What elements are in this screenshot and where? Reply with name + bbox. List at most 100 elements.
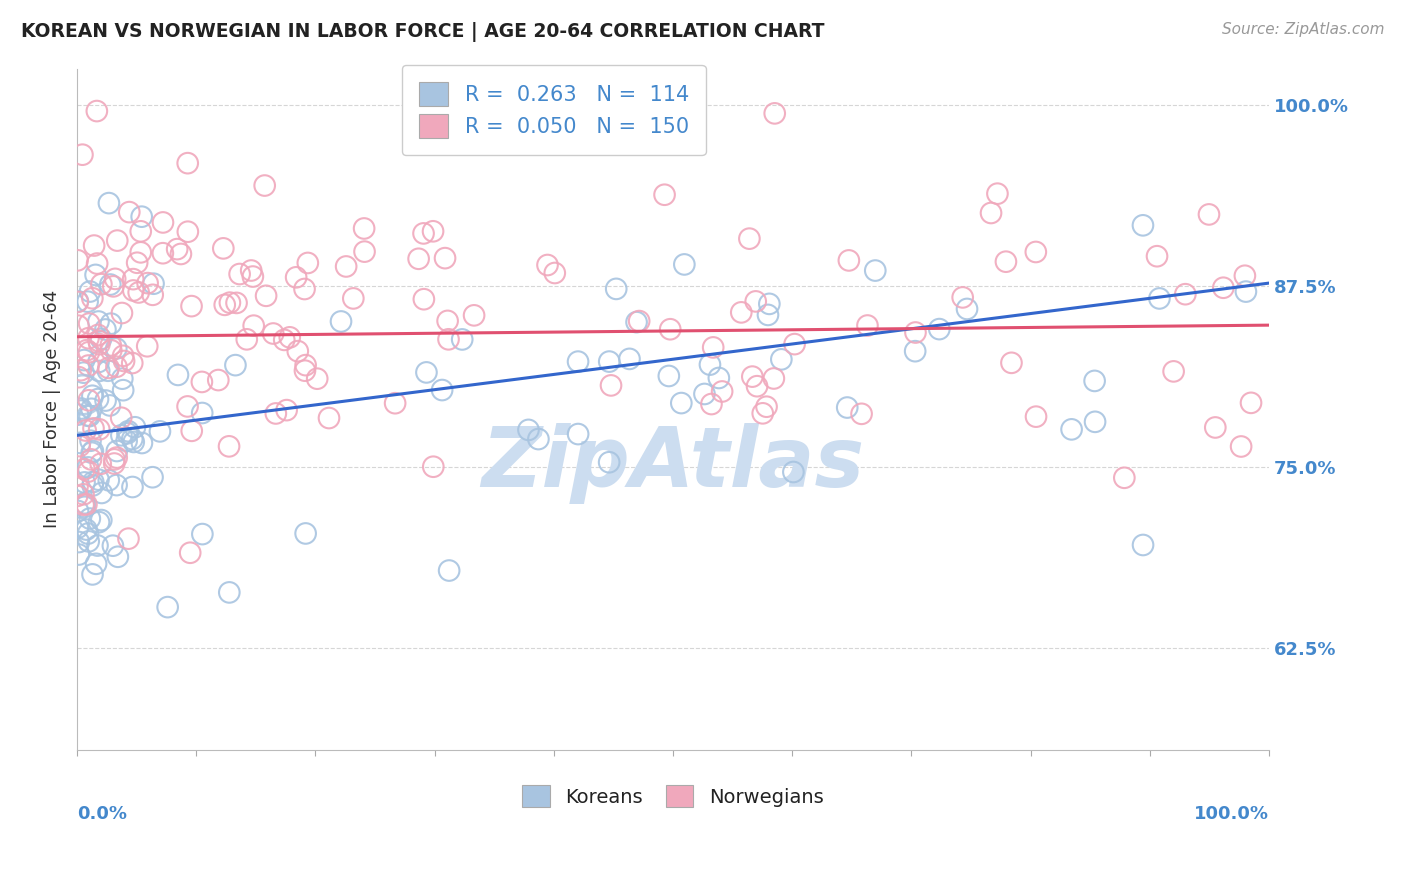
Point — [751, 406, 773, 420]
Point — [110, 410, 132, 425]
Point — [122, 434, 145, 449]
Point — [837, 401, 859, 415]
Point — [80, 401, 103, 416]
Point — [598, 354, 620, 368]
Point — [83, 238, 105, 252]
Point — [105, 444, 128, 458]
Point — [121, 432, 143, 446]
Point — [544, 266, 567, 280]
Point — [103, 279, 125, 293]
Point — [408, 252, 430, 266]
Point — [422, 224, 444, 238]
Point — [856, 318, 879, 333]
Point — [294, 358, 316, 372]
Point — [415, 365, 437, 379]
Point — [77, 534, 100, 549]
Point — [755, 400, 778, 414]
Point — [224, 358, 246, 372]
Point — [122, 272, 145, 286]
Point — [297, 256, 319, 270]
Point — [100, 317, 122, 331]
Point — [69, 439, 91, 453]
Point — [79, 434, 101, 448]
Point — [66, 489, 89, 503]
Point — [1146, 249, 1168, 263]
Point — [176, 400, 198, 414]
Point — [82, 567, 104, 582]
Point — [1114, 471, 1136, 485]
Point — [904, 326, 927, 340]
Point — [1000, 356, 1022, 370]
Point — [177, 156, 200, 170]
Point — [619, 351, 641, 366]
Point — [112, 383, 135, 397]
Text: ZipAtlas: ZipAtlas — [481, 423, 865, 504]
Point — [228, 267, 250, 281]
Point — [77, 465, 100, 479]
Point — [762, 371, 785, 385]
Point — [191, 375, 214, 389]
Point — [112, 349, 135, 363]
Point — [100, 343, 122, 358]
Y-axis label: In Labor Force | Age 20-64: In Labor Force | Age 20-64 — [44, 290, 60, 528]
Point — [75, 424, 97, 438]
Point — [73, 500, 96, 514]
Point — [72, 366, 94, 380]
Point — [87, 473, 110, 487]
Point — [89, 422, 111, 436]
Point — [628, 314, 651, 328]
Point — [980, 206, 1002, 220]
Point — [69, 436, 91, 450]
Point — [105, 342, 128, 356]
Point — [67, 318, 90, 333]
Point — [149, 425, 172, 439]
Point — [105, 478, 128, 492]
Point — [1174, 287, 1197, 301]
Point — [76, 343, 98, 358]
Point — [1240, 396, 1263, 410]
Point — [90, 332, 112, 346]
Point — [83, 421, 105, 435]
Point — [353, 244, 375, 259]
Point — [122, 284, 145, 298]
Point — [254, 289, 277, 303]
Point — [121, 356, 143, 370]
Point — [330, 314, 353, 328]
Point — [294, 282, 316, 296]
Point — [127, 256, 149, 270]
Point — [98, 277, 121, 292]
Point — [100, 338, 122, 352]
Point — [285, 270, 308, 285]
Point — [77, 393, 100, 408]
Point — [136, 339, 159, 353]
Point — [463, 309, 485, 323]
Point — [66, 253, 89, 268]
Legend: Koreans, Norwegians: Koreans, Norwegians — [515, 777, 831, 815]
Point — [79, 409, 101, 423]
Point — [1025, 244, 1047, 259]
Point — [294, 364, 316, 378]
Point — [180, 424, 202, 438]
Point — [73, 353, 96, 368]
Point — [72, 147, 94, 161]
Point — [70, 401, 93, 416]
Point — [994, 254, 1017, 268]
Point — [693, 387, 716, 401]
Point — [105, 359, 128, 374]
Point — [131, 436, 153, 450]
Point — [236, 332, 259, 346]
Point — [73, 462, 96, 476]
Point — [1132, 219, 1154, 233]
Point — [79, 285, 101, 299]
Point — [264, 407, 287, 421]
Point — [177, 225, 200, 239]
Point — [758, 297, 780, 311]
Point — [214, 298, 236, 312]
Point — [342, 292, 364, 306]
Point — [115, 434, 138, 448]
Point — [536, 258, 558, 272]
Point — [218, 585, 240, 599]
Point — [94, 322, 117, 336]
Point — [654, 187, 676, 202]
Point — [430, 383, 453, 397]
